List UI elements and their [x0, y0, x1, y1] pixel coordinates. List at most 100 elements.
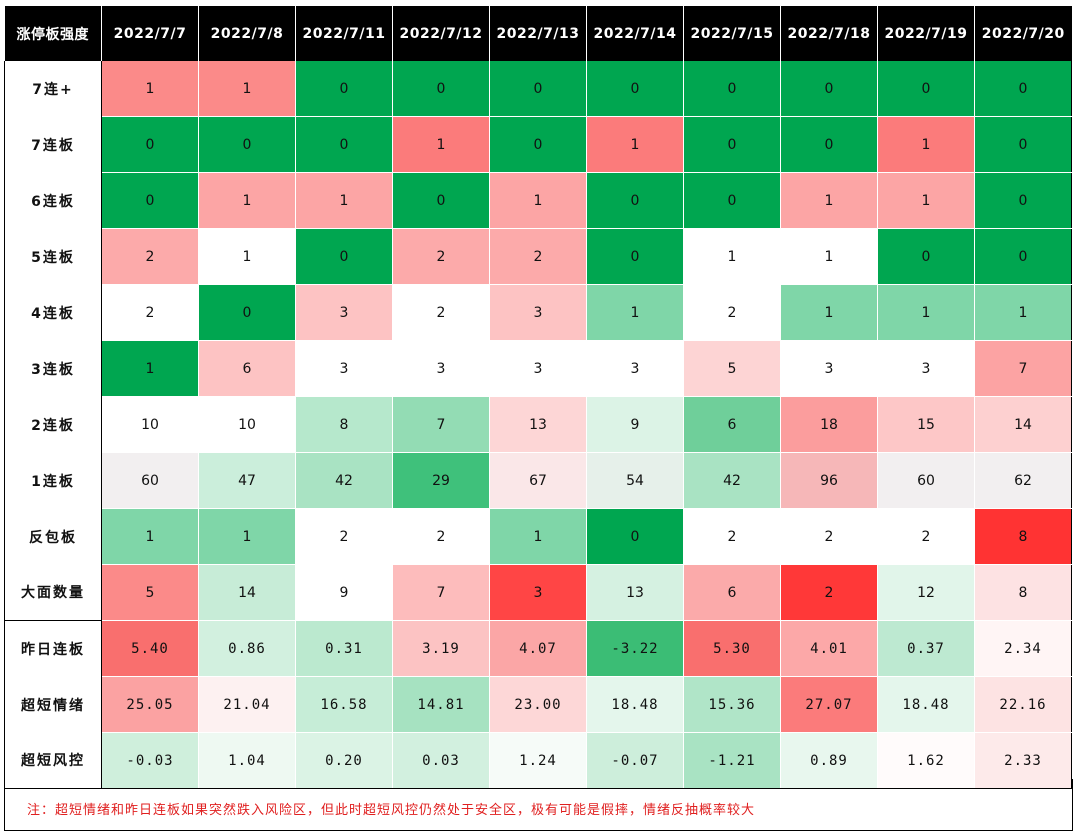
heatmap-cell: 2 — [780, 508, 878, 565]
heatmap-cell: 22.16 — [974, 676, 1072, 733]
heatmap-cell: 3 — [295, 284, 393, 341]
heatmap-cell: 27.07 — [780, 676, 878, 733]
heatmap-cell: 0 — [877, 61, 975, 117]
heatmap-cell: -0.03 — [101, 732, 199, 789]
heatmap-cell: 0 — [489, 116, 587, 173]
heatmap-cell: 0 — [101, 116, 199, 173]
heatmap-row: 超短风控 -0.03 1.04 0.20 0.03 1.24 -0.07 -1.21 0.89 1… — [4, 732, 1072, 789]
heatmap-row: 6连板 0 1 1 0 1 0 0 1 1 0 — [4, 172, 1072, 229]
column-header: 2022/7/14 — [586, 6, 684, 61]
heatmap-cell: 0 — [586, 508, 684, 565]
heatmap-cell: 0 — [392, 172, 490, 229]
heatmap-cell: 5.30 — [683, 620, 781, 677]
heatmap-cell: 1 — [877, 116, 975, 173]
heatmap-cell: 96 — [780, 452, 878, 509]
row-label: 7连+ — [4, 61, 102, 117]
heatmap-cell: 3 — [877, 340, 975, 397]
heatmap-cell: 5 — [683, 340, 781, 397]
heatmap-cell: 4.07 — [489, 620, 587, 677]
heatmap-cell: 21.04 — [198, 676, 296, 733]
heatmap-cell: 1 — [198, 172, 296, 229]
heatmap-cell: 1 — [683, 228, 781, 285]
heatmap-cell: 18 — [780, 396, 878, 453]
heatmap-cell: 67 — [489, 452, 587, 509]
heatmap-cell: 6 — [198, 340, 296, 397]
heatmap-row: 4连板 2 0 3 2 3 1 2 1 1 1 — [4, 284, 1072, 341]
heatmap-cell: -0.07 — [586, 732, 684, 789]
heatmap-cell: 1 — [780, 172, 878, 229]
heatmap-cell: 2 — [295, 508, 393, 565]
heatmap-cell: 2 — [392, 284, 490, 341]
heatmap-cell: 3 — [780, 340, 878, 397]
heatmap-row: 3连板 1 6 3 3 3 3 5 3 3 7 — [4, 340, 1072, 397]
heatmap-cell: 0 — [198, 116, 296, 173]
heatmap-row: 2连板 10 10 8 7 13 9 6 18 15 14 — [4, 396, 1072, 453]
heatmap-cell: 0 — [780, 61, 878, 117]
column-header: 2022/7/15 — [683, 6, 781, 61]
footnote-text: 注：超短情绪和昨日连板如果突然跌入风险区，但此时超短风控仍然处于安全区，极有可能… — [27, 803, 756, 818]
column-header: 2022/7/12 — [392, 6, 490, 61]
heatmap-cell: 1.62 — [877, 732, 975, 789]
heatmap-cell: 1 — [877, 172, 975, 229]
heatmap-cell: 0.31 — [295, 620, 393, 677]
heatmap-cell: 1 — [101, 340, 199, 397]
heatmap-cell: 3.19 — [392, 620, 490, 677]
heatmap-cell: 2 — [780, 564, 878, 621]
heatmap-cell: 1 — [101, 61, 199, 117]
row-label: 1连板 — [4, 452, 102, 509]
heatmap-cell: 3 — [586, 340, 684, 397]
heatmap-cell: 23.00 — [489, 676, 587, 733]
heatmap-cell: 2 — [392, 508, 490, 565]
row-label: 4连板 — [4, 284, 102, 341]
heatmap-cell: 1 — [780, 284, 878, 341]
heatmap-cell: 1 — [198, 508, 296, 565]
heatmap-cell: 0 — [295, 228, 393, 285]
heatmap-cell: 1 — [877, 284, 975, 341]
heatmap-cell: 15.36 — [683, 676, 781, 733]
heatmap-cell: 0 — [974, 228, 1072, 285]
heatmap-cell: 4.01 — [780, 620, 878, 677]
heatmap-cell: 1 — [489, 508, 587, 565]
heatmap-cell: 29 — [392, 452, 490, 509]
heatmap-cell: 15 — [877, 396, 975, 453]
heatmap-cell: 0.03 — [392, 732, 490, 789]
heatmap-cell: 0 — [683, 172, 781, 229]
heatmap-cell: 2 — [683, 284, 781, 341]
heatmap-cell: 3 — [489, 284, 587, 341]
heatmap-cell: 8 — [974, 508, 1072, 565]
heatmap-cell: 1 — [198, 228, 296, 285]
heatmap-cell: 0.86 — [198, 620, 296, 677]
row-label: 7连板 — [4, 116, 102, 173]
heatmap-cell: 0 — [295, 116, 393, 173]
row-label: 超短情绪 — [4, 676, 102, 733]
heatmap-cell: 12 — [877, 564, 975, 621]
column-header: 2022/7/11 — [295, 6, 393, 61]
heatmap-cell: 0 — [295, 61, 393, 117]
heatmap-row: 超短情绪 25.05 21.04 16.58 14.81 23.00 18.48 15.36 2… — [4, 676, 1072, 733]
heatmap-cell: 16.58 — [295, 676, 393, 733]
footnote: 注：超短情绪和昨日连板如果突然跌入风险区，但此时超短风控仍然处于安全区，极有可能… — [4, 779, 1073, 831]
heatmap-cell: 60 — [877, 452, 975, 509]
heatmap-cell: 0 — [877, 228, 975, 285]
heatmap-row: 1连板 60 47 42 29 67 54 42 96 60 62 — [4, 452, 1072, 509]
row-label: 5连板 — [4, 228, 102, 285]
heatmap-cell: 1 — [295, 172, 393, 229]
heatmap-cell: 0.20 — [295, 732, 393, 789]
heatmap-cell: 0 — [780, 116, 878, 173]
heatmap-cell: 10 — [101, 396, 199, 453]
heatmap-cell: 18.48 — [586, 676, 684, 733]
heatmap-cell: 0 — [586, 61, 684, 117]
heatmap-cell: -1.21 — [683, 732, 781, 789]
heatmap-cell: 0 — [683, 61, 781, 117]
heatmap-body: 7连+ 1 1 0 0 0 0 0 0 0 0 7连板 0 0 0 1 0 1 0 0 1 0 6连板 0 1 1 0 1 0 0 1 1 0 5… — [4, 61, 1072, 789]
heatmap-cell: 2 — [489, 228, 587, 285]
heatmap-row: 5连板 2 1 0 2 2 0 1 1 0 0 — [4, 228, 1072, 285]
heatmap-cell: 7 — [974, 340, 1072, 397]
heatmap-cell: 2 — [392, 228, 490, 285]
heatmap-cell: 0 — [198, 284, 296, 341]
row-label: 反包板 — [4, 508, 102, 565]
heatmap-cell: 3 — [295, 340, 393, 397]
heatmap-cell: 0 — [683, 116, 781, 173]
heatmap-cell: 0 — [586, 228, 684, 285]
heatmap-cell: 25.05 — [101, 676, 199, 733]
